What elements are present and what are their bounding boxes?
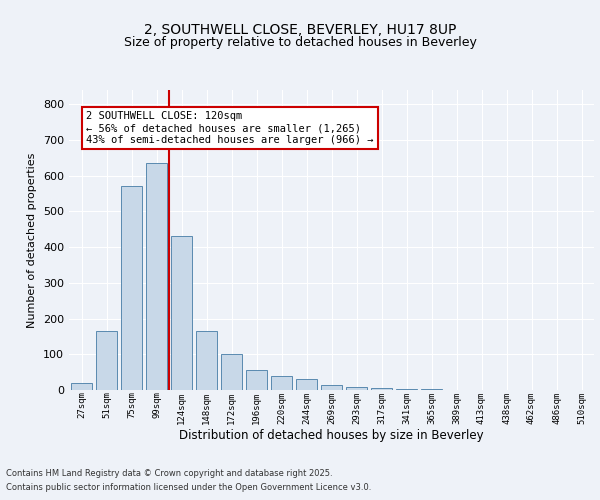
Bar	[146, 163, 167, 390]
Text: Size of property relative to detached houses in Beverley: Size of property relative to detached ho…	[124, 36, 476, 49]
X-axis label: Distribution of detached houses by size in Beverley: Distribution of detached houses by size …	[179, 429, 484, 442]
Bar	[246, 370, 267, 390]
Y-axis label: Number of detached properties: Number of detached properties	[28, 152, 37, 328]
Bar	[71, 383, 92, 390]
Bar	[221, 354, 242, 390]
Text: Contains HM Land Registry data © Crown copyright and database right 2025.: Contains HM Land Registry data © Crown c…	[6, 468, 332, 477]
Text: 2, SOUTHWELL CLOSE, BEVERLEY, HU17 8UP: 2, SOUTHWELL CLOSE, BEVERLEY, HU17 8UP	[144, 22, 456, 36]
Bar	[371, 388, 392, 390]
Bar	[196, 331, 217, 390]
Bar	[171, 236, 192, 390]
Bar	[121, 186, 142, 390]
Bar	[96, 331, 117, 390]
Bar	[296, 380, 317, 390]
Bar	[271, 376, 292, 390]
Text: 2 SOUTHWELL CLOSE: 120sqm
← 56% of detached houses are smaller (1,265)
43% of se: 2 SOUTHWELL CLOSE: 120sqm ← 56% of detac…	[86, 112, 373, 144]
Bar	[396, 389, 417, 390]
Bar	[346, 387, 367, 390]
Text: Contains public sector information licensed under the Open Government Licence v3: Contains public sector information licen…	[6, 484, 371, 492]
Bar	[321, 384, 342, 390]
